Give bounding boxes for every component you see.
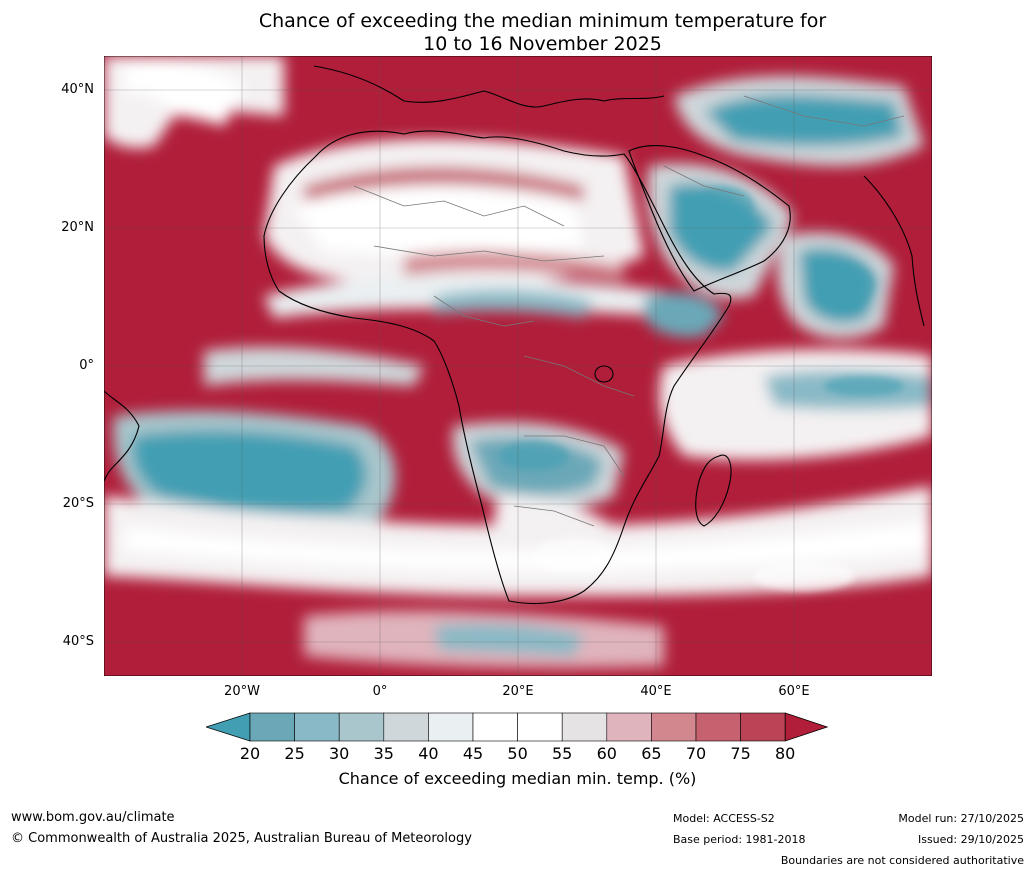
colorbar-label: Chance of exceeding median min. temp. (%… [338,769,697,788]
colorbar-tick-label: 65 [641,744,662,763]
colorbar-tick-label: 20 [239,744,261,763]
graticule [104,56,932,676]
colorbar-tick-label: 60 [596,744,617,763]
colorbar-tick-label: 55 [552,744,573,763]
lon-label-20e: 20°E [502,684,534,699]
probability-detail [184,186,904,591]
colorbar-tick-label: 30 [329,744,350,763]
colorbar-under-arrow [206,712,251,742]
colorbar-cell [472,712,518,742]
colorbar-over-arrow [784,712,829,742]
colorbar-cell [561,712,608,742]
colorbar-cells [206,712,829,742]
probability-map [104,56,932,676]
lon-label-0: 0° [372,684,388,699]
colorbar-cell [383,712,429,742]
map-title: Chance of exceeding the median minimum t… [0,10,1035,56]
map-svg [104,56,932,676]
colorbar-cell [294,712,340,742]
lon-label-20w: 20°W [224,684,260,699]
lon-label-40e: 40°E [640,684,672,699]
base-period-text: Base period: 1981-2018 [673,833,806,846]
colorbar-cell [428,712,474,742]
model-text: Model: ACCESS-S2 [673,812,775,825]
disclaimer-text: Boundaries are not considered authoritat… [780,854,1024,867]
coastlines [104,65,925,605]
model-run-text: Model run: 27/10/2025 [898,812,1024,825]
lat-label-20s: 20°S [62,496,94,511]
colorbar-cell [249,712,295,742]
colorbar-tick-label: 40 [418,744,439,763]
issued-text: Issued: 29/10/2025 [917,833,1024,846]
lat-label-0: 0° [79,358,94,373]
colorbar-tick-label: 80 [775,744,796,763]
colorbar-cell [740,712,786,742]
copyright-text: © Commonwealth of Australia 2025, Austra… [11,831,472,846]
colorbar-cell [695,712,741,742]
colorbar-tick-label: 45 [462,744,484,763]
colorbar-tick-label: 35 [373,744,394,763]
colorbar-tick-label: 50 [507,744,528,763]
colorbar-cell [517,712,563,742]
colorbar [206,712,829,742]
map-title-line-2: 10 to 16 November 2025 [423,33,662,55]
website-text: www.bom.gov.au/climate [11,810,175,825]
map-title-line-1: Chance of exceeding the median minimum t… [258,10,827,32]
colorbar-tick-label: 25 [284,744,305,763]
lon-label-60e: 60°E [778,684,810,699]
colorbar-cell [651,712,697,742]
colorbar-cell [606,712,652,742]
colorbar-tick-label: 70 [685,744,707,763]
lat-label-40s: 40°S [62,634,94,649]
country-borders [353,95,905,527]
colorbar-tick-label: 75 [730,744,751,763]
colorbar-cell [338,712,385,742]
lat-label-20n: 20°N [61,220,94,235]
lat-label-40n: 40°N [61,82,94,97]
